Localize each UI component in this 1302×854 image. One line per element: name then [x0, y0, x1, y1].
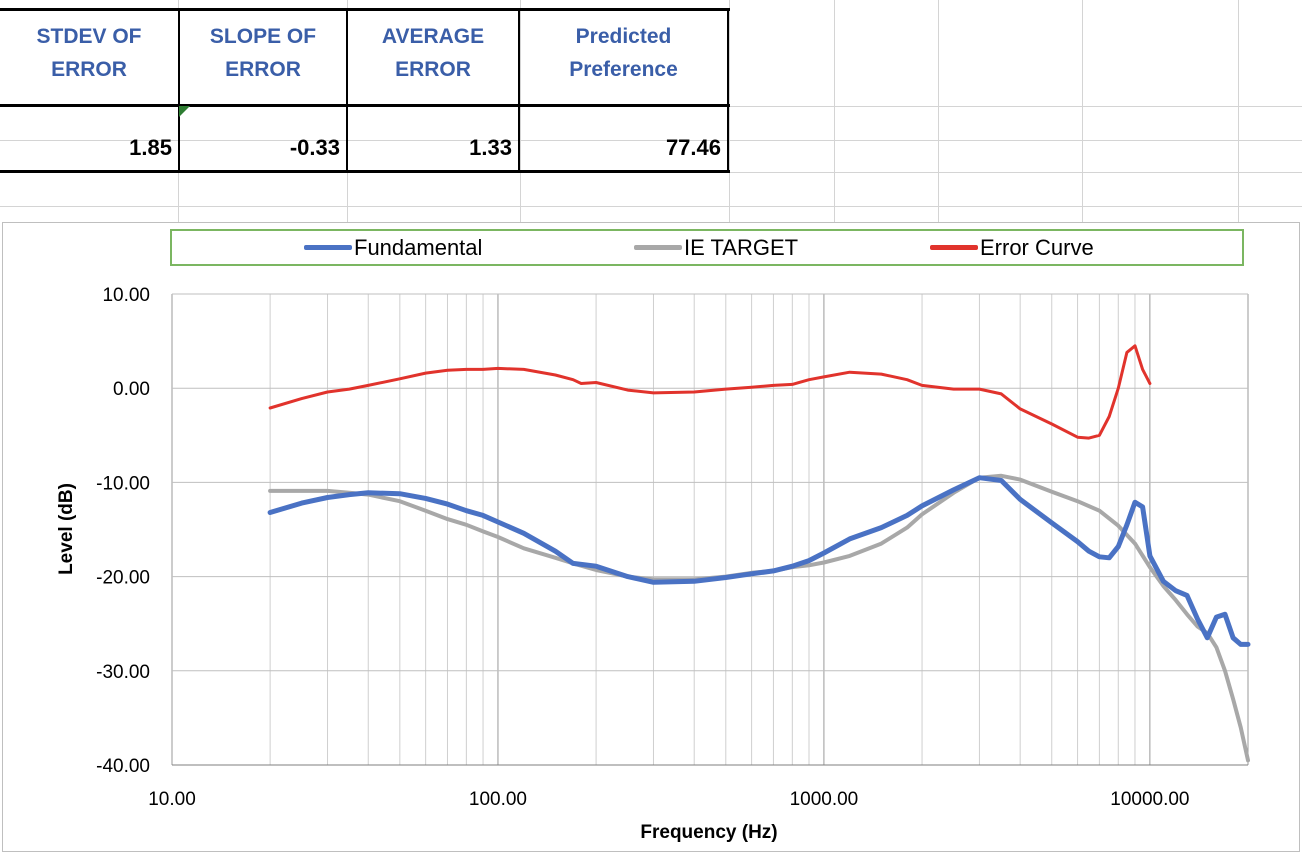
sheet-gridline [834, 0, 835, 222]
gridlines [171, 293, 1249, 766]
slope-header[interactable]: SLOPE OF ERROR [209, 25, 317, 81]
legend-item-error: Error Curve [930, 231, 1094, 264]
table-border [0, 8, 730, 11]
sheet-gridline [520, 0, 521, 222]
legend-swatch-fundamental [304, 245, 352, 250]
slope-value[interactable]: -0.33 [289, 135, 340, 160]
average-value[interactable]: 1.33 [469, 135, 512, 160]
table-border [178, 8, 180, 172]
legend-label: Error Curve [980, 234, 1094, 260]
legend-item-target: IE TARGET [634, 231, 798, 264]
series-line-ie-target[interactable] [268, 473, 1250, 763]
series-line-error-curve[interactable] [268, 344, 1152, 440]
sheet-gridline [729, 0, 730, 222]
table-border [727, 8, 729, 172]
table-border [518, 8, 520, 172]
sheet-gridline [0, 206, 1302, 207]
table-border [346, 8, 348, 172]
x-tick-label: 100.00 [469, 789, 527, 810]
sheet-gridline [0, 140, 1302, 141]
table-border [0, 170, 730, 173]
y-tick-label: -10.00 [96, 473, 150, 494]
y-tick-label: 0.00 [113, 379, 150, 400]
sheet-gridline [1238, 0, 1239, 222]
y-tick-label: -30.00 [96, 662, 150, 683]
y-tick-label: -20.00 [96, 568, 150, 589]
stats-table [0, 8, 730, 174]
y-tick-label: 10.00 [102, 285, 150, 306]
series-line-fundamental[interactable] [267, 475, 1251, 647]
stdev-header[interactable]: STDEV OF ERROR [36, 25, 142, 81]
series-lines [267, 344, 1251, 763]
preference-value[interactable]: 77.46 [665, 135, 721, 160]
y-tick-label: -40.00 [96, 756, 150, 777]
sheet-gridline [1082, 0, 1083, 222]
preference-header[interactable]: Predicted Preference [569, 25, 678, 81]
cell-indicator [179, 106, 190, 117]
tick-labels: 10.00 100.00 1000.00 10000.00 10.00 0.00 -10.0… [96, 285, 1189, 810]
x-tick-label: 10.00 [148, 789, 196, 810]
chart-frame[interactable] [2, 222, 1300, 852]
chart-legend[interactable]: Fundamental IE TARGET Error Curve [170, 229, 1244, 266]
legend-swatch-target [634, 245, 682, 250]
legend-label: Fundamental [354, 234, 483, 260]
x-tick-label: 1000.00 [790, 789, 859, 810]
table-border [0, 104, 730, 107]
x-tick-label: 10000.00 [1110, 789, 1189, 810]
y-axis-label: Level (dB) [56, 483, 77, 575]
legend-label: IE TARGET [684, 234, 799, 260]
average-header[interactable]: AVERAGE ERROR [381, 25, 485, 81]
stdev-value[interactable]: 1.85 [129, 135, 172, 160]
legend-item-fundamental: Fundamental [304, 231, 482, 264]
sheet-gridline [938, 0, 939, 222]
x-axis-label: Frequency (Hz) [640, 822, 777, 843]
legend-swatch-error [930, 245, 978, 250]
